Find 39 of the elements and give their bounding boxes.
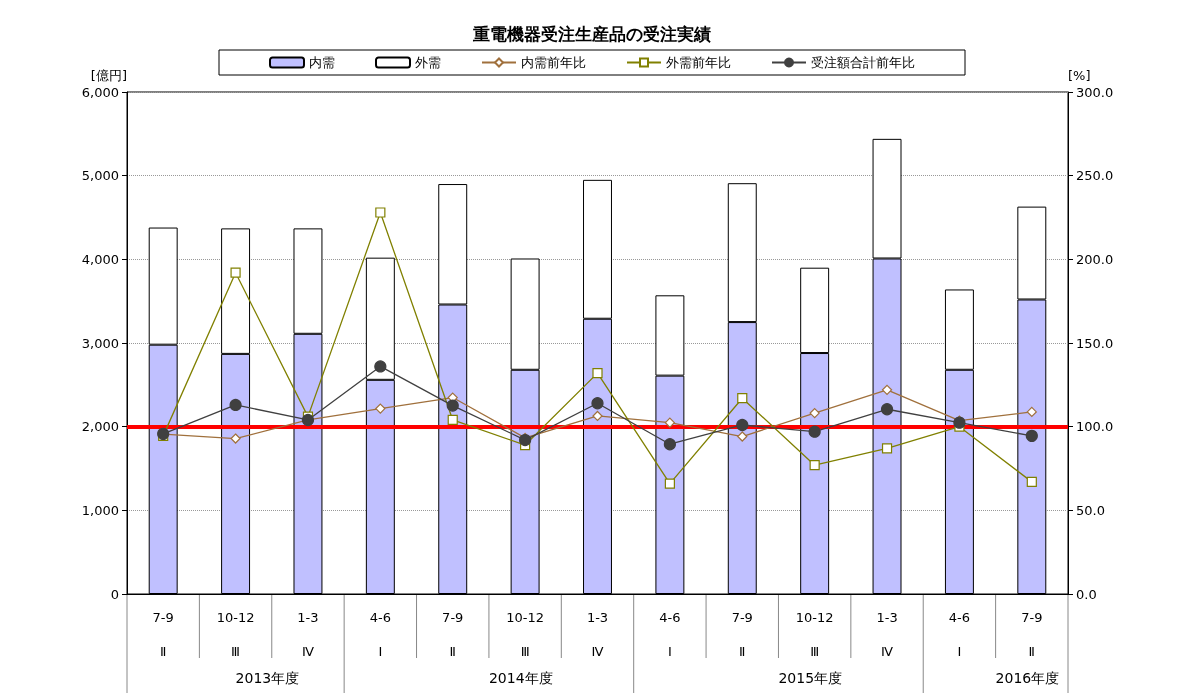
y2-tick-label: 100.0 xyxy=(1076,419,1114,435)
category-label: 10-12 Ⅲ xyxy=(216,609,255,659)
category-label: 1-3 Ⅳ xyxy=(297,609,319,659)
text: 2013年度 xyxy=(235,670,300,686)
y-tick-label: 6,000 xyxy=(81,84,119,100)
category-label: 7-9 Ⅱ xyxy=(442,609,464,659)
y2-tick-label: 50.0 xyxy=(1076,502,1105,518)
y-tick-label: 3,000 xyxy=(81,335,119,351)
y-tick-label: 2,000 xyxy=(81,419,119,435)
y2-axis-title: [%] xyxy=(1068,68,1091,83)
legend-label: 外需前年比 xyxy=(666,55,731,70)
y-tick-label: 4,000 xyxy=(81,251,119,267)
text: 2014年度 xyxy=(488,670,553,686)
category-label: 7-9 Ⅱ xyxy=(731,609,753,659)
category-label: 10-12 Ⅲ xyxy=(506,609,545,659)
category-label: 1-3 Ⅳ xyxy=(876,609,898,659)
category-label: 4-6 Ⅰ xyxy=(948,609,971,659)
legend-label: 内需 xyxy=(309,55,335,70)
y2-tick-label: 150.0 xyxy=(1076,335,1114,351)
text: 2015年度 xyxy=(778,670,843,686)
y-tick-label: 5,000 xyxy=(81,168,119,184)
category-label: 4-6 Ⅰ xyxy=(369,609,391,659)
category-label: 1-3 Ⅳ xyxy=(586,609,609,659)
category-label: 4-6 Ⅰ xyxy=(659,609,681,659)
legend-label: 受注額合計前年比 xyxy=(811,55,915,70)
y-tick-label: 0 xyxy=(110,586,119,602)
chart-title: 重電機器受注生産品の受注実績 xyxy=(472,23,711,44)
y-tick-label: 1,000 xyxy=(81,502,119,518)
category-label: 7-9 Ⅱ xyxy=(152,609,174,659)
y2-tick-label: 200.0 xyxy=(1076,251,1114,267)
category-label: 10-12 Ⅲ xyxy=(795,609,834,659)
y2-tick-label: 250.0 xyxy=(1076,168,1114,184)
text: 2016年度 xyxy=(995,670,1060,686)
category-label: 7-9 Ⅱ xyxy=(1021,609,1043,659)
legend-label: 外需 xyxy=(415,55,441,70)
y-axis-title: [億円] xyxy=(90,68,127,83)
y2-tick-label: 300.0 xyxy=(1076,84,1114,100)
y2-tick-label: 0.0 xyxy=(1076,586,1097,602)
legend-label: 内需前年比 xyxy=(521,55,586,70)
